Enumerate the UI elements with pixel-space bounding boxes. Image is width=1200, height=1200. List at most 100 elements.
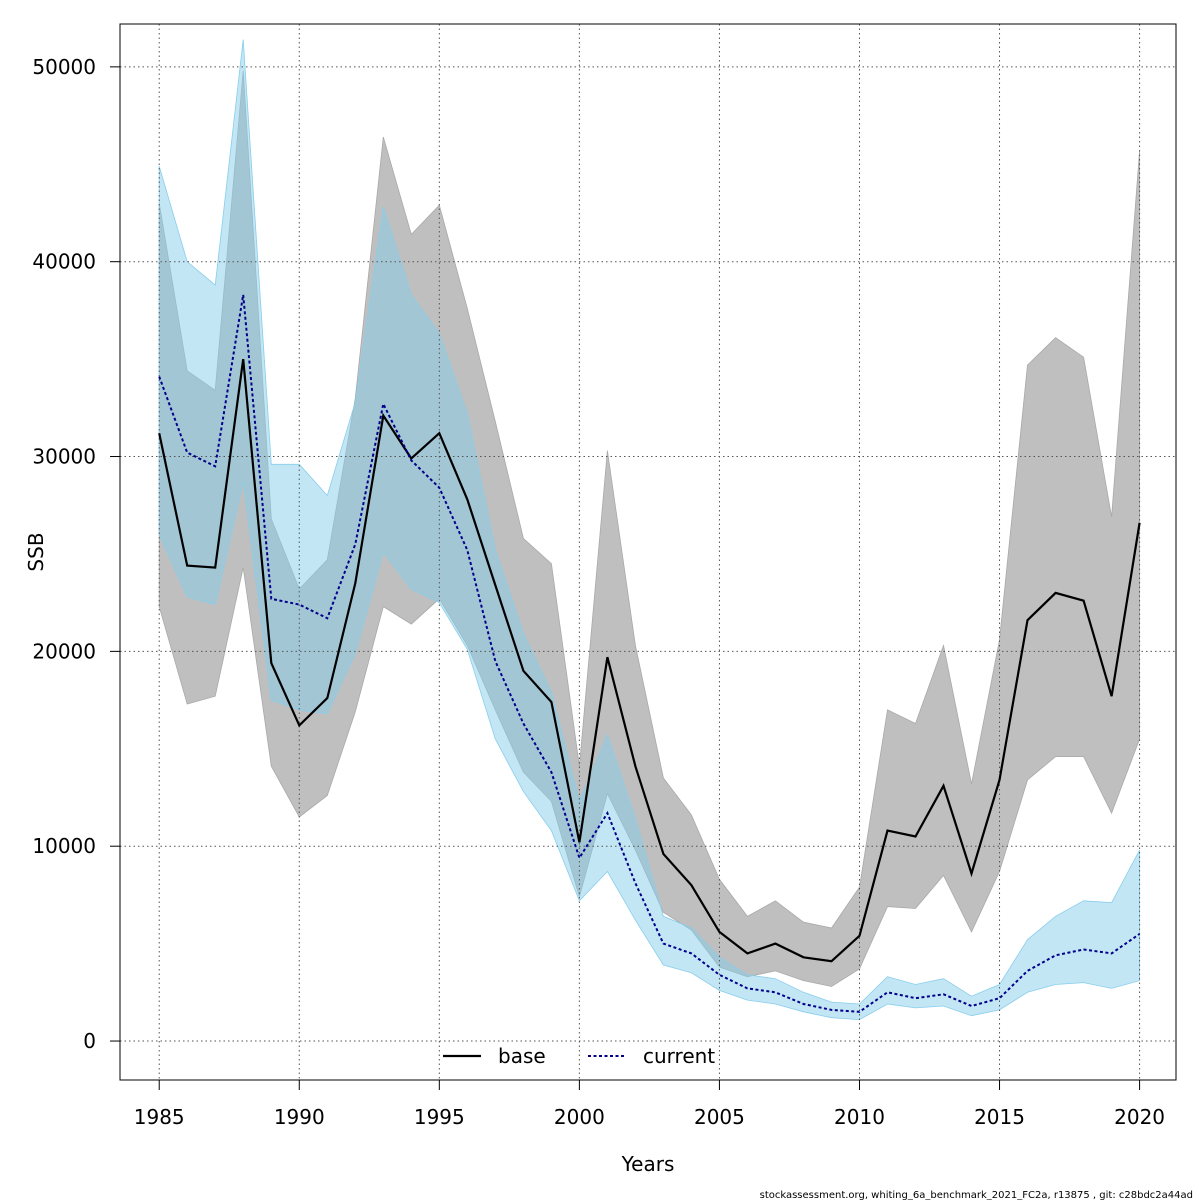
x-axis: 1985 1990 1995 2000 2005 2010 2015 2020 [134,1079,1165,1129]
data-point-current-2012 [914,997,916,999]
data-point-base-2018 [1082,600,1084,602]
footer-note: stockassessment.org, whiting_6a_benchmar… [760,1190,1193,1200]
y-tick-label-50000: 50000 [32,55,96,79]
y-tick-label-40000: 40000 [32,250,96,274]
data-point-current-2007 [774,991,776,993]
data-point-current-2001 [606,812,608,814]
data-point-base-2012 [914,835,916,837]
data-point-base-1996 [466,498,468,500]
data-point-current-2013 [942,993,944,995]
x-tick-label-2005: 2005 [694,1105,745,1129]
band-current [158,39,1140,1021]
y-axis: 0 10000 20000 30000 40000 50000 [32,55,121,1053]
data-point-base-1995 [438,432,440,434]
data-point-base-2000 [578,841,580,843]
data-point-current-2006 [746,987,748,989]
x-tick-label-1990: 1990 [274,1105,325,1129]
data-point-current-2020 [1138,933,1140,935]
x-tick-label-2010: 2010 [834,1105,885,1129]
data-point-base-2004 [690,884,692,886]
data-point-base-1992 [354,582,356,584]
data-point-base-2006 [746,952,748,954]
data-point-current-1986 [186,451,188,453]
data-point-current-2018 [1082,948,1084,950]
y-axis-title: SSB [24,532,48,571]
data-point-current-2010 [858,1011,860,1013]
legend: base current [443,1044,715,1068]
data-point-base-1991 [326,697,328,699]
data-point-current-2017 [1054,954,1056,956]
data-point-current-2008 [802,1003,804,1005]
data-point-current-2009 [830,1009,832,1011]
data-point-base-2007 [774,942,776,944]
data-point-current-2005 [718,974,720,976]
data-point-current-2002 [634,882,636,884]
y-tick-label-30000: 30000 [32,445,96,469]
data-point-base-2002 [634,765,636,767]
grid [120,24,1176,1080]
data-point-base-1989 [270,662,272,664]
x-tick-label-2000: 2000 [554,1105,605,1129]
data-point-current-1997 [494,660,496,662]
series-line-base [158,358,1141,963]
data-point-current-1991 [326,617,328,619]
data-point-base-1998 [522,670,524,672]
legend-label-base: base [498,1044,546,1068]
data-point-base-2013 [942,785,944,787]
data-point-base-2003 [662,853,664,855]
data-point-current-2000 [578,857,580,859]
data-point-base-2016 [1026,619,1028,621]
data-point-current-1987 [214,465,216,467]
data-point-base-1987 [214,566,216,568]
data-point-base-2015 [998,779,1000,781]
data-point-base-1999 [550,701,552,703]
data-point-current-1985 [158,375,160,377]
data-point-current-1993 [382,403,384,405]
y-tick-label-0: 0 [83,1029,96,1053]
data-point-current-2003 [662,942,664,944]
data-point-current-2019 [1110,952,1112,954]
data-point-current-1992 [354,543,356,545]
data-point-current-2004 [690,952,692,954]
data-point-base-1993 [382,414,384,416]
data-point-current-2011 [886,991,888,993]
data-point-current-1999 [550,771,552,773]
x-tick-label-1985: 1985 [134,1105,185,1129]
data-point-current-2014 [970,1005,972,1007]
data-point-base-2019 [1110,695,1112,697]
series-line-current [158,294,1141,1013]
data-point-base-2001 [606,656,608,658]
data-point-base-2009 [830,960,832,962]
data-point-current-1988 [242,294,244,296]
data-point-current-1990 [298,603,300,605]
x-tick-label-2015: 2015 [974,1105,1025,1129]
data-point-base-2005 [718,931,720,933]
x-tick-label-2020: 2020 [1114,1105,1165,1129]
data-point-current-1996 [466,549,468,551]
data-point-base-2011 [886,829,888,831]
data-point-current-1994 [410,459,412,461]
series-lines [158,294,1141,1013]
data-point-base-2010 [858,935,860,937]
data-point-base-1985 [158,432,160,434]
data-point-current-1998 [522,722,524,724]
data-point-base-1988 [242,358,244,360]
data-point-base-1990 [298,724,300,726]
legend-label-current: current [643,1044,715,1068]
data-point-base-2014 [970,872,972,874]
data-point-base-2020 [1138,522,1140,524]
x-tick-label-1995: 1995 [414,1105,465,1129]
data-point-current-1989 [270,598,272,600]
confidence-bands [158,39,1140,1021]
data-point-current-2015 [998,997,1000,999]
data-point-base-1986 [186,564,188,566]
data-point-base-1997 [494,584,496,586]
data-point-base-2017 [1054,592,1056,594]
data-point-base-2008 [802,956,804,958]
y-tick-label-20000: 20000 [32,639,96,663]
data-point-current-2016 [1026,970,1028,972]
x-axis-title: Years [621,1152,675,1176]
data-point-current-1995 [438,487,440,489]
y-tick-label-10000: 10000 [32,834,96,858]
